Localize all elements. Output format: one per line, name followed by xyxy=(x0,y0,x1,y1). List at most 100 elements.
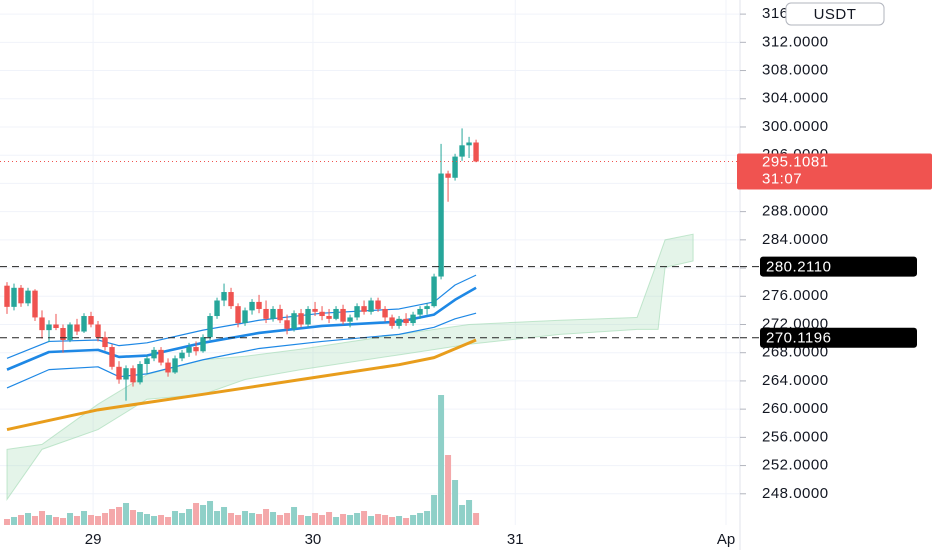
candle-body xyxy=(277,308,283,321)
price-line-label: 280.2110 xyxy=(766,259,831,276)
candle-body xyxy=(319,311,325,317)
candle-body xyxy=(130,368,136,383)
volume-bar xyxy=(53,517,60,525)
candle-body xyxy=(403,318,409,324)
volume-bar xyxy=(144,514,151,525)
y-tick-label: 304.0000 xyxy=(762,90,829,107)
candle-body xyxy=(158,349,164,363)
candle-body xyxy=(431,276,437,307)
y-tick-label: 248.0000 xyxy=(762,485,829,502)
volume-bar xyxy=(319,515,326,525)
volume-bar xyxy=(32,516,39,525)
volume-bar xyxy=(438,395,445,525)
candle-body xyxy=(53,324,59,329)
volume-bar xyxy=(389,517,396,525)
candle-body xyxy=(88,316,94,325)
candle-body xyxy=(333,308,339,319)
candle-body xyxy=(11,287,17,307)
volume-bar xyxy=(431,495,438,525)
volume-bar xyxy=(256,514,263,525)
volume-bar xyxy=(249,513,256,525)
volume-bar xyxy=(466,500,473,525)
volume-bar xyxy=(235,515,242,525)
ichimoku-cloud xyxy=(6,233,694,502)
y-tick-label: 252.0000 xyxy=(762,457,829,474)
candle-body xyxy=(347,317,353,322)
plot-area xyxy=(0,0,740,525)
volume-bar xyxy=(200,505,207,525)
candle-body xyxy=(473,142,479,162)
volume-bar xyxy=(445,455,452,525)
volume-bar xyxy=(95,516,102,525)
volume-bar xyxy=(46,515,53,525)
volume-bar xyxy=(207,501,214,525)
volume-bar xyxy=(347,515,354,525)
candle-body xyxy=(235,306,241,324)
candle-body xyxy=(25,290,31,304)
candle-body xyxy=(179,352,185,359)
countdown: 31:07 xyxy=(762,170,802,187)
candle-body xyxy=(284,320,290,329)
volume-bar xyxy=(354,513,361,525)
volume-bar xyxy=(326,512,333,525)
candle-body xyxy=(312,308,318,312)
candle-body xyxy=(438,173,444,277)
candle-body xyxy=(60,328,66,341)
y-tick-label: 256.0000 xyxy=(762,428,829,445)
y-tick-label: 300.0000 xyxy=(762,118,829,135)
volume-bar xyxy=(67,513,74,525)
volume-bar xyxy=(221,507,228,525)
volume-bar xyxy=(116,507,123,525)
volume-bar xyxy=(403,518,410,525)
candle-body xyxy=(382,308,388,318)
candle-body xyxy=(256,301,262,309)
volume-bar xyxy=(102,513,109,525)
candle-body xyxy=(123,368,129,380)
volume-bar xyxy=(165,517,172,525)
candle-body xyxy=(459,145,465,157)
candle-body xyxy=(32,290,38,318)
x-tick-label: 31 xyxy=(507,531,524,548)
price-line-label: 270.1196 xyxy=(766,330,831,347)
volume-bar xyxy=(137,512,144,525)
candle-body xyxy=(354,306,360,318)
last-price-label-bg xyxy=(737,153,932,190)
candle-body xyxy=(186,347,192,353)
candle-body xyxy=(116,366,122,380)
candle-body xyxy=(221,292,227,301)
candle-body xyxy=(151,349,157,359)
candle-body xyxy=(326,316,332,319)
candle-body xyxy=(270,308,276,319)
candle-body xyxy=(46,324,52,331)
candle-body xyxy=(242,310,248,324)
candle-body xyxy=(263,308,269,319)
candle-body xyxy=(396,318,402,326)
volume-bar xyxy=(340,514,347,525)
candle-body xyxy=(144,358,150,364)
y-tick-label: 312.0000 xyxy=(762,33,829,50)
volume-bar xyxy=(298,515,305,525)
volume-bar xyxy=(473,513,480,525)
y-tick-label: 284.0000 xyxy=(762,231,829,248)
candle-body xyxy=(305,308,311,325)
volume-bar xyxy=(18,515,25,525)
x-tick-label: 30 xyxy=(305,531,322,548)
volume-bar xyxy=(424,511,431,525)
candle-body xyxy=(4,285,10,307)
volume-bar xyxy=(375,514,382,525)
candle-body xyxy=(193,347,199,352)
candle-body xyxy=(214,300,220,317)
candle-body xyxy=(410,314,416,324)
candle-body xyxy=(109,347,115,367)
volume-bar xyxy=(368,516,375,525)
volume-bar xyxy=(25,513,32,525)
volume-bar xyxy=(186,509,193,525)
candle-body xyxy=(424,306,430,309)
y-tick-label: 268.0000 xyxy=(762,344,829,361)
candle-body xyxy=(81,316,87,332)
volume-bar xyxy=(179,513,186,525)
candle-body xyxy=(249,301,255,311)
candle-body xyxy=(466,142,472,146)
volume-bar xyxy=(410,515,417,525)
